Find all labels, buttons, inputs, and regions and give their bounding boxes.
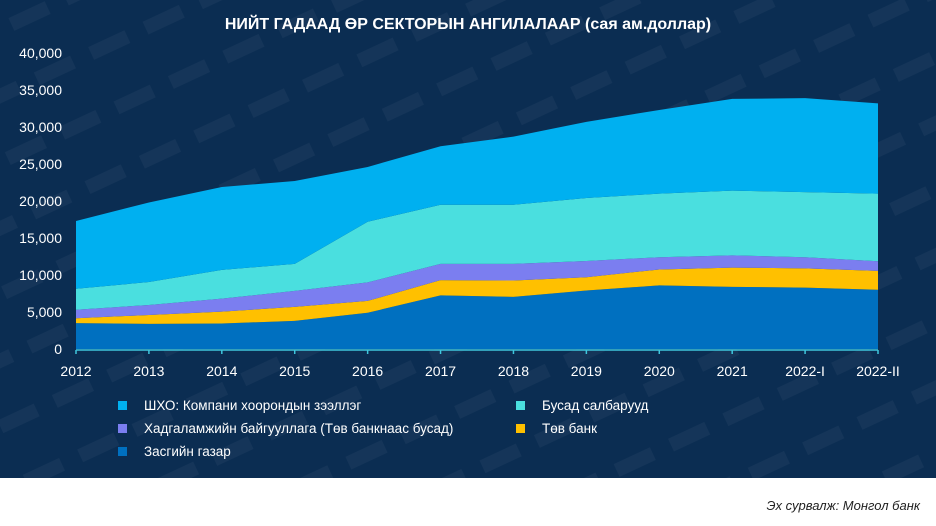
area-series-0 [76, 285, 878, 349]
legend-item: Бусад салбарууд [516, 398, 649, 413]
x-tick-label: 2015 [279, 363, 310, 379]
x-tick-label: 2021 [717, 363, 748, 379]
legend-item: Хадгаламжийн байгууллага (Төв банкнаас б… [118, 421, 453, 436]
legend-label: Төв банк [542, 421, 597, 436]
area-series-3 [76, 190, 878, 310]
source-note: Эх сурвалж: Монгол банк [766, 498, 921, 513]
x-tick-label: 2018 [498, 363, 529, 379]
chart-title: НИЙТ ГАДААД ӨР СЕКТОРЫН АНГИЛАЛААР (сая … [225, 14, 711, 33]
legend-marker [118, 424, 127, 433]
legend-item: Төв банк [516, 421, 597, 436]
x-tick-label: 2014 [206, 363, 237, 379]
area-series-1 [76, 267, 878, 324]
legend-label: Хадгаламжийн байгууллага (Төв банкнаас б… [144, 421, 453, 436]
x-tick-label: 2022-I [785, 363, 825, 379]
legend-item: Засгийн газар [118, 444, 231, 459]
legend-label: Засгийн газар [144, 444, 231, 459]
y-tick-label: 25,000 [19, 156, 62, 172]
y-tick-label: 30,000 [19, 119, 62, 135]
x-tick-label: 2013 [133, 363, 164, 379]
y-tick-label: 10,000 [19, 267, 62, 283]
y-tick-label: 20,000 [19, 193, 62, 209]
legend-marker [118, 401, 127, 410]
legend-item: ШХО: Компани хоорондын зээллэг [118, 398, 361, 413]
area-series-2 [76, 255, 878, 319]
y-tick-label: 0 [54, 341, 62, 357]
legend-label: Бусад салбарууд [542, 398, 649, 413]
legend-marker [516, 401, 525, 410]
y-tick-label: 5,000 [27, 304, 62, 320]
x-tick-label: 2020 [644, 363, 675, 379]
chart-panel: НИЙТ ГАДААД ӨР СЕКТОРЫН АНГИЛАЛААР (сая … [0, 0, 936, 478]
x-tick-label: 2019 [571, 363, 602, 379]
y-tick-label: 35,000 [19, 82, 62, 98]
legend-marker [118, 447, 127, 456]
x-tick-label: 2022-II [856, 363, 900, 379]
x-tick-label: 2012 [60, 363, 91, 379]
y-tick-label: 15,000 [19, 230, 62, 246]
legend-marker [516, 424, 525, 433]
y-tick-label: 40,000 [19, 45, 62, 61]
legend-label: ШХО: Компани хоорондын зээллэг [144, 398, 361, 413]
area-series-4 [76, 98, 878, 289]
x-tick-label: 2017 [425, 363, 456, 379]
stacked-area-chart: НИЙТ ГАДААД ӨР СЕКТОРЫН АНГИЛАЛААР (сая … [0, 0, 936, 478]
x-tick-label: 2016 [352, 363, 383, 379]
